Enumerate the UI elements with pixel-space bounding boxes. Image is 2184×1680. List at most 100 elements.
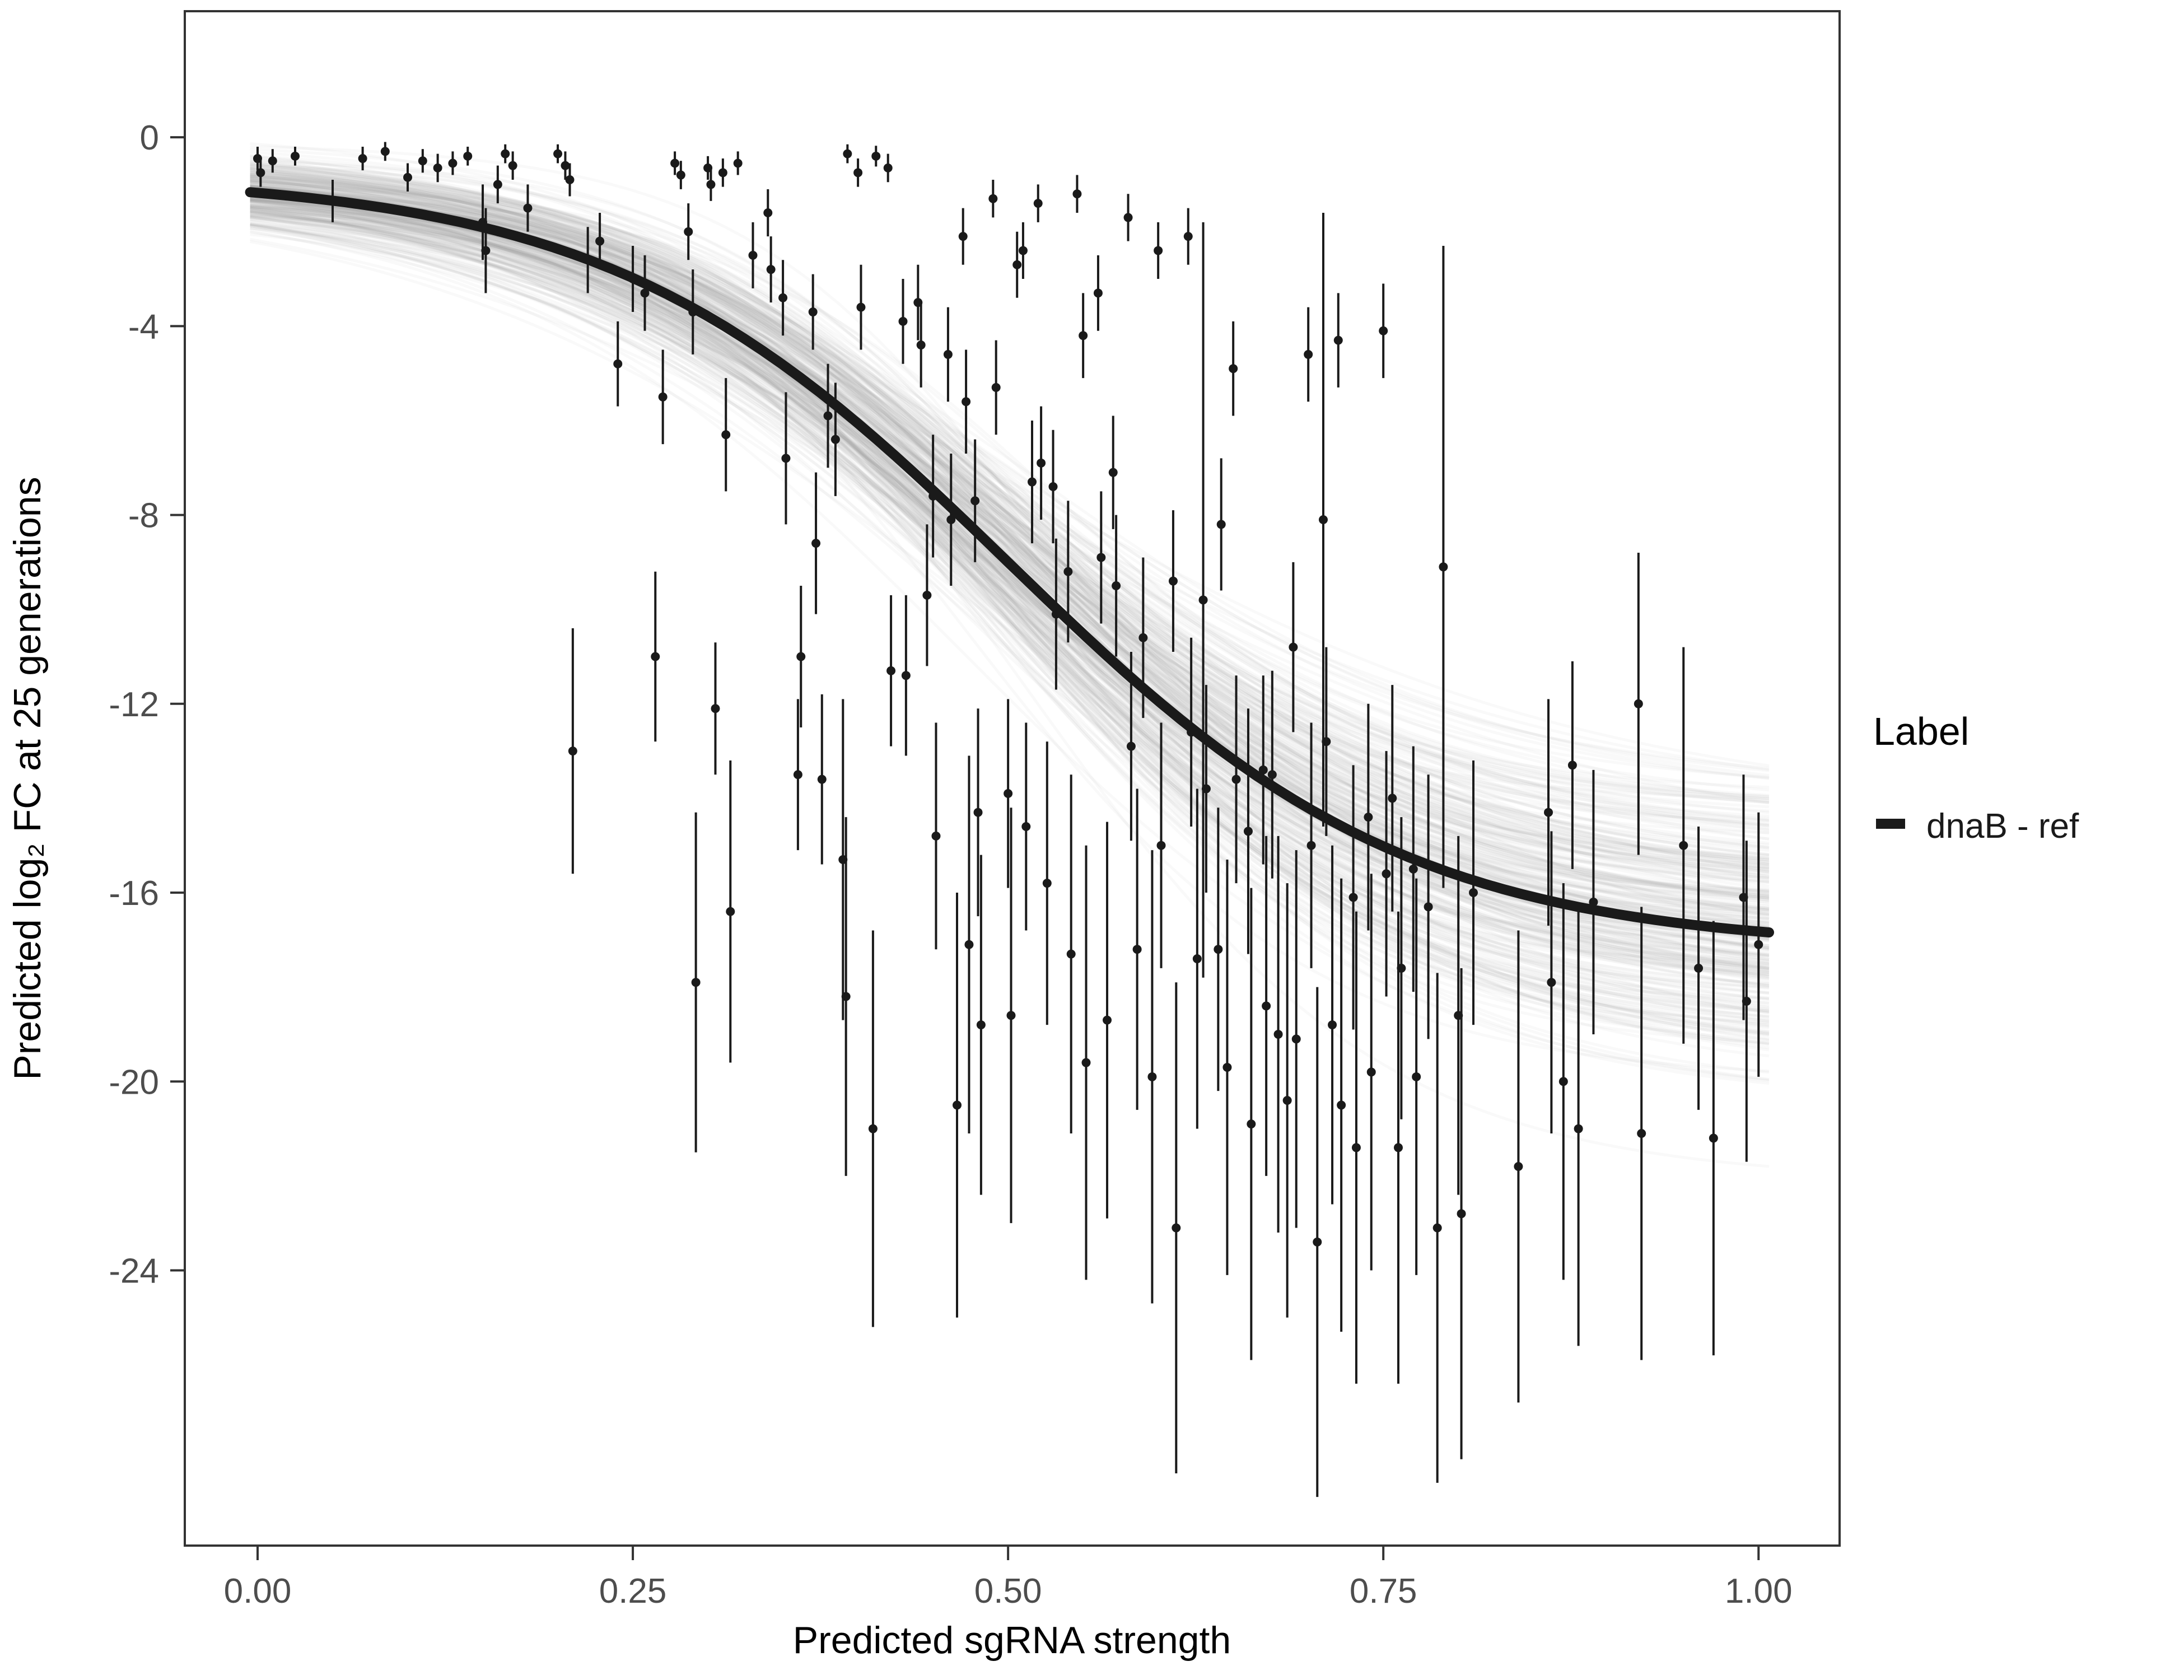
data-point [1351, 1143, 1361, 1152]
band-curve [250, 178, 1770, 974]
band-curve [250, 199, 1770, 829]
band-curve [250, 175, 1770, 856]
data-point [1742, 996, 1751, 1006]
data-point [1313, 1237, 1322, 1247]
band-curve [250, 193, 1770, 800]
band-curve [250, 211, 1770, 969]
band-curve [250, 148, 1770, 965]
data-point [595, 236, 605, 246]
band-curve [250, 185, 1770, 896]
data-point [651, 652, 660, 661]
band-curve [250, 167, 1770, 779]
data-point [793, 770, 802, 780]
band-curve [250, 142, 1770, 927]
band-curve [250, 216, 1770, 883]
band-curve [250, 183, 1770, 802]
band-curve [250, 191, 1770, 864]
band-curve [250, 227, 1770, 972]
band-curve [250, 208, 1770, 1042]
band-curve [250, 174, 1770, 950]
data-point [1364, 813, 1373, 822]
data-point [811, 539, 821, 548]
band-curve [250, 212, 1770, 971]
data-point [1574, 1124, 1583, 1133]
band-curve [250, 198, 1770, 950]
data-point [1333, 335, 1343, 345]
band-curve [250, 209, 1770, 872]
data-point [448, 158, 458, 168]
data-point [1567, 760, 1577, 770]
band-curve [250, 223, 1770, 921]
band-curve [250, 186, 1770, 870]
data-point [1093, 288, 1103, 298]
data-point [501, 149, 510, 158]
band-curve [250, 172, 1770, 814]
data-point [1388, 794, 1397, 803]
band-curve [250, 213, 1770, 866]
band-curve [250, 189, 1770, 1049]
data-point [1379, 326, 1388, 335]
data-point [1273, 1029, 1283, 1039]
band-curve [250, 166, 1770, 870]
data-point [1558, 1077, 1568, 1086]
data-point [823, 411, 833, 421]
band-curve [250, 189, 1770, 959]
data-point [684, 227, 693, 236]
band-curve [250, 192, 1770, 978]
data-point [523, 203, 533, 213]
data-point [1337, 1100, 1346, 1110]
data-point [853, 168, 863, 178]
band-curve [250, 200, 1770, 965]
legend-title: Label [1873, 710, 1969, 753]
data-point [1231, 774, 1241, 784]
band-curve [250, 191, 1770, 987]
band-curve [250, 205, 1770, 958]
band-curve [250, 193, 1770, 911]
band-curve [250, 158, 1770, 911]
band-curve [250, 183, 1770, 965]
band-curve [250, 174, 1770, 975]
band-curve [250, 199, 1770, 866]
data-point [1457, 1209, 1466, 1219]
data-point [1037, 458, 1046, 468]
data-point [676, 170, 685, 180]
band-curve [250, 165, 1770, 968]
data-point [1018, 246, 1028, 255]
band-curve [250, 209, 1770, 925]
band-curve [250, 176, 1770, 860]
data-point [1348, 893, 1358, 902]
data-point [868, 1124, 878, 1133]
data-point [1079, 331, 1088, 340]
band-curve [250, 176, 1770, 974]
data-point [565, 175, 575, 184]
band-curve [250, 205, 1770, 1074]
data-point [886, 666, 896, 675]
band-curve [250, 213, 1770, 990]
band-curve [250, 201, 1770, 916]
band-curve [250, 193, 1770, 995]
band-curve [250, 164, 1770, 893]
band-curve [250, 220, 1770, 891]
band-curve [250, 212, 1770, 1047]
data-point [1147, 1072, 1157, 1081]
data-point [1469, 888, 1478, 898]
band-curve [250, 226, 1770, 1001]
y-tick-label: -24 [109, 1252, 159, 1290]
y-tick-label: 0 [140, 119, 159, 157]
data-point [817, 774, 827, 784]
band-curve [250, 157, 1770, 989]
band-curve [250, 206, 1770, 900]
data-point [946, 515, 956, 524]
band-curve [250, 198, 1770, 921]
band-curve [250, 178, 1770, 1036]
band-curve [250, 195, 1770, 867]
x-axis-title: Predicted sgRNA strength [793, 1619, 1231, 1662]
band-curve [250, 185, 1770, 825]
band-curve [250, 170, 1770, 976]
band-curve [250, 224, 1770, 948]
band-curve [250, 186, 1770, 899]
band-curve [250, 172, 1770, 903]
data-point [403, 172, 413, 182]
data-point [1304, 349, 1313, 359]
band-curve [250, 160, 1770, 823]
